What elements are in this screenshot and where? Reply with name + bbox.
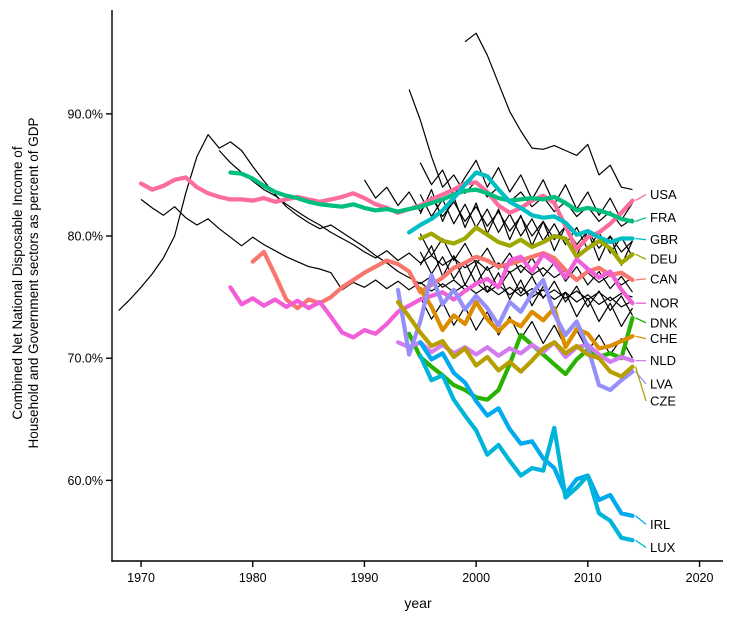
y-axis-title-line1: Combined Net National Disposable Income … <box>10 146 25 419</box>
label-leader-DEU <box>635 253 647 260</box>
label-leader-LUX <box>635 539 647 549</box>
label-leader-DNK <box>635 317 647 324</box>
series-label-LVA: LVA <box>650 376 673 391</box>
background-country-line <box>408 89 633 227</box>
series-label-DNK: DNK <box>650 315 678 330</box>
series-line-DEU <box>418 225 635 265</box>
x-tick-label: 1970 <box>127 571 155 585</box>
label-leader-GBR <box>635 237 647 241</box>
label-leader-USA <box>635 193 647 202</box>
label-leader-CAN <box>635 278 647 281</box>
x-tick-label: 2020 <box>686 571 714 585</box>
series-line-LUX <box>418 353 635 543</box>
series-line-IRL <box>418 340 635 518</box>
x-axis-title: year <box>404 595 432 611</box>
x-tick-label: 1990 <box>351 571 379 585</box>
background-country-line <box>419 296 634 359</box>
y-tick-label: 90.0% <box>68 107 103 121</box>
background-country-line <box>140 198 633 302</box>
background-country-line <box>419 245 634 327</box>
x-tick-label: 2010 <box>574 571 602 585</box>
series-label-DEU: DEU <box>650 252 677 267</box>
y-tick-label: 80.0% <box>68 230 103 244</box>
label-leader-FRA <box>635 217 647 222</box>
highlighted-series-group <box>138 170 635 543</box>
background-country-line <box>419 189 634 266</box>
series-line-GBR <box>407 170 635 245</box>
series-label-NOR: NOR <box>650 296 679 311</box>
series-label-FRA: FRA <box>650 210 676 225</box>
x-tick-label: 2000 <box>462 571 490 585</box>
y-tick-label: 60.0% <box>68 474 103 488</box>
series-label-LUX: LUX <box>650 540 676 555</box>
series-label-NLD: NLD <box>650 353 676 368</box>
series-line-FRA <box>228 170 635 224</box>
tick-labels-group: 60.0% 70.0% 80.0% 90.0% 1970 1980 1990 2000 2010… <box>68 107 714 585</box>
background-country-line <box>419 251 634 316</box>
series-line-LVA <box>395 273 635 393</box>
background-country-line <box>218 150 633 286</box>
series-label-USA: USA <box>650 187 677 202</box>
series-label-CAN: CAN <box>650 271 677 286</box>
series-line-NLD <box>395 340 635 364</box>
label-leader-CHE <box>635 335 647 340</box>
series-line-CZE <box>395 299 635 379</box>
axes-group <box>106 10 723 567</box>
label-leader-CZE <box>634 366 647 402</box>
x-tick-label: 1980 <box>239 571 267 585</box>
series-label-GBR: GBR <box>650 232 678 247</box>
series-line-CHE <box>418 286 635 351</box>
y-tick-label: 70.0% <box>68 352 103 366</box>
series-line-NOR <box>228 252 635 340</box>
series-label-CZE: CZE <box>650 393 676 408</box>
series-label-IRL: IRL <box>650 517 670 532</box>
label-leader-IRL <box>635 515 647 525</box>
series-label-CHE: CHE <box>650 331 678 346</box>
background-country-line <box>464 32 633 191</box>
y-axis-title-line2: Household and Government sectors as perc… <box>26 118 41 449</box>
